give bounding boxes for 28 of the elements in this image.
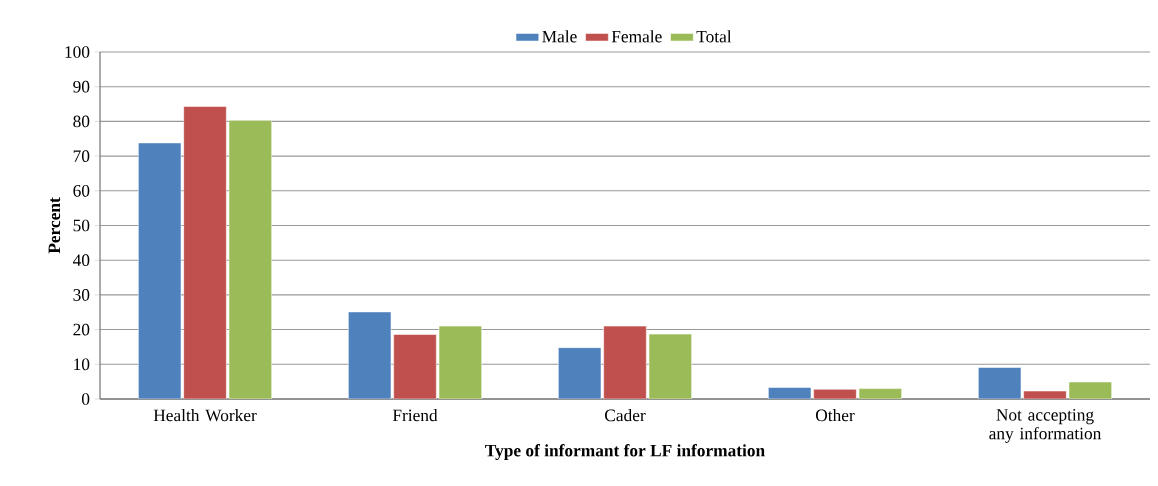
y-tick-label: 40 [72, 254, 90, 267]
legend-label: Total [696, 30, 732, 43]
y-tick-label: 20 [73, 323, 90, 336]
x-tick-label: Friend [392, 409, 438, 422]
x-tick-label: Not accepting any information [989, 409, 1102, 443]
y-axis-title: Percent [48, 197, 61, 254]
y-tick-label: 30 [73, 289, 90, 301]
bar [978, 367, 1022, 399]
y-tick-label: 100 [65, 46, 90, 58]
legend-label: Male [542, 30, 577, 43]
bar [648, 333, 692, 399]
x-tick-label: Cader [605, 409, 646, 422]
x-axis-title: Type of informant for LF information [485, 444, 765, 461]
legend-label: Female [611, 30, 662, 43]
y-tick-label: 60 [73, 184, 90, 197]
y-tick-label: 50 [73, 219, 90, 232]
y-tick-label: 10 [74, 358, 90, 371]
y-tick-label: 80 [73, 115, 90, 128]
y-tick-label: 70 [73, 150, 90, 162]
bar [228, 120, 272, 399]
bar [138, 142, 182, 399]
x-tick-label: Other [815, 409, 855, 422]
x-tick-label: Health Worker [153, 409, 257, 422]
bar [348, 311, 392, 399]
bar [438, 325, 482, 399]
y-tick-label: 90 [73, 80, 90, 93]
y-tick-label: 0 [81, 393, 90, 405]
bar [558, 347, 602, 399]
